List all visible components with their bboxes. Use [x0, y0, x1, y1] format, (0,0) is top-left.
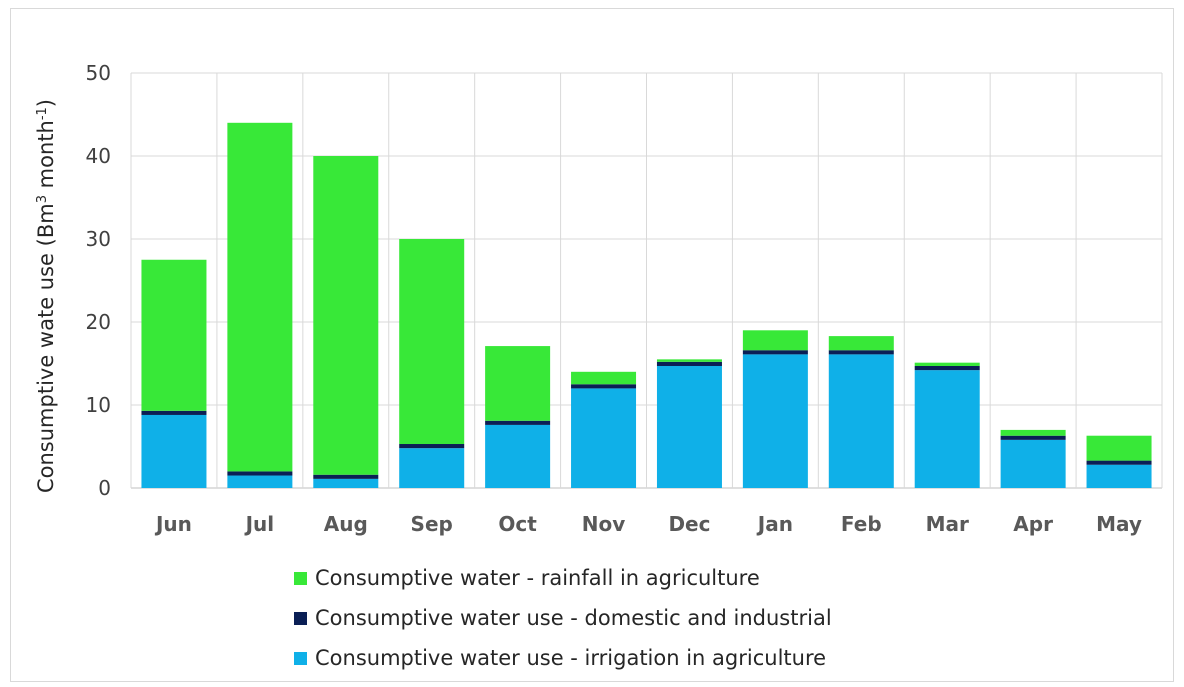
x-tick-label: Dec: [668, 512, 710, 536]
bar-aug-series-2: [313, 156, 379, 475]
bar-feb-series-2: [828, 336, 894, 351]
x-tick-label: Sep: [411, 512, 453, 536]
bar-jul-series-0: [227, 475, 293, 488]
bar-dec-series-2: [656, 359, 722, 362]
legend-swatch-rainfall: [294, 571, 307, 585]
bar-jun-series-0: [141, 414, 207, 488]
bars: [141, 122, 1152, 488]
bar-oct-series-0: [485, 424, 551, 488]
chart-frame: [10, 8, 1174, 682]
legend-item-irrigation: Consumptive water use - irrigation in ag…: [294, 638, 832, 678]
x-tick-label: May: [1096, 512, 1142, 536]
y-axis-label-main: Consumptive wate use: [34, 246, 58, 493]
legend-item-rainfall: Consumptive water - rainfall in agricult…: [294, 558, 832, 598]
legend: Consumptive water - rainfall in agricult…: [294, 558, 832, 678]
bar-oct-series-2: [485, 346, 551, 421]
y-axis-label-unit-mid: month: [34, 120, 58, 195]
y-axis-label-unit-prefix: (Bm: [34, 203, 58, 246]
x-tick-label: Aug: [324, 512, 368, 536]
bar-mar-series-1: [914, 365, 980, 371]
y-axis-label-sup1: 3: [35, 195, 50, 203]
y-tick-label: 0: [98, 476, 111, 500]
bar-sep-series-1: [399, 444, 465, 449]
bar-feb-series-0: [828, 354, 894, 488]
legend-label-rainfall: Consumptive water - rainfall in agricult…: [315, 566, 760, 590]
bar-oct-series-1: [485, 420, 551, 425]
bar-sep-series-0: [399, 448, 465, 488]
x-tick-label: Apr: [1013, 512, 1053, 536]
bar-nov-series-1: [571, 384, 637, 389]
y-tick-label: 30: [86, 227, 111, 251]
legend-item-domestic: Consumptive water use - domestic and ind…: [294, 598, 832, 638]
bar-feb-series-1: [828, 350, 894, 355]
legend-swatch-irrigation: [294, 651, 307, 665]
bar-apr-series-1: [1000, 435, 1066, 440]
x-tick-label: Nov: [582, 512, 626, 536]
bar-jan-series-0: [742, 354, 808, 488]
bar-aug-series-1: [313, 474, 379, 479]
bar-sep-series-2: [399, 239, 465, 445]
stacked-bar-chart: 0 10 20 30 40 50 Jun Jul Aug Sep Oct Nov Dec Jan Feb M…: [34, 61, 1163, 536]
x-tick-label: Jul: [244, 512, 275, 536]
x-tick-label: Mar: [926, 512, 969, 536]
bar-jan-series-1: [742, 350, 808, 355]
y-axis-label: Consumptive wate use (Bm3 month-1): [34, 99, 58, 493]
bar-jun-series-1: [141, 410, 207, 415]
x-tick-label: Feb: [841, 512, 882, 536]
x-tick-labels: Jun Jul Aug Sep Oct Nov Dec Jan Feb Mar Apr May: [154, 512, 1142, 536]
y-tick-label: 20: [86, 310, 111, 334]
bar-may-series-2: [1086, 435, 1152, 461]
bar-nov-series-2: [571, 371, 637, 385]
bar-jul-series-1: [227, 471, 293, 476]
legend-swatch-domestic: [294, 611, 307, 625]
bar-may-series-1: [1086, 460, 1152, 465]
bar-apr-series-0: [1000, 439, 1066, 488]
bar-jan-series-2: [742, 330, 808, 351]
gridlines: [130, 72, 1163, 489]
legend-label-irrigation: Consumptive water use - irrigation in ag…: [315, 646, 827, 670]
bar-nov-series-0: [571, 388, 637, 488]
bar-jul-series-2: [227, 122, 293, 472]
y-tick-label: 40: [86, 144, 111, 168]
y-tick-label: 50: [86, 61, 111, 85]
x-tick-label: Oct: [498, 512, 537, 536]
bar-mar-series-0: [914, 370, 980, 488]
bar-jun-series-2: [141, 259, 207, 411]
y-axis-label-unit-suffix: ): [34, 99, 58, 107]
bar-apr-series-2: [1000, 429, 1066, 436]
y-tick-labels: 0 10 20 30 40 50: [86, 61, 111, 500]
y-axis-label-sup2: -1: [35, 107, 50, 120]
x-tick-label: Jan: [756, 512, 793, 536]
bar-aug-series-0: [313, 478, 379, 488]
bar-dec-series-1: [656, 361, 722, 366]
y-tick-label: 10: [86, 393, 111, 417]
bar-may-series-0: [1086, 464, 1152, 488]
legend-label-domestic: Consumptive water use - domestic and ind…: [315, 606, 832, 630]
x-tick-label: Jun: [154, 512, 192, 536]
bar-mar-series-2: [914, 362, 980, 366]
bar-dec-series-0: [656, 365, 722, 488]
